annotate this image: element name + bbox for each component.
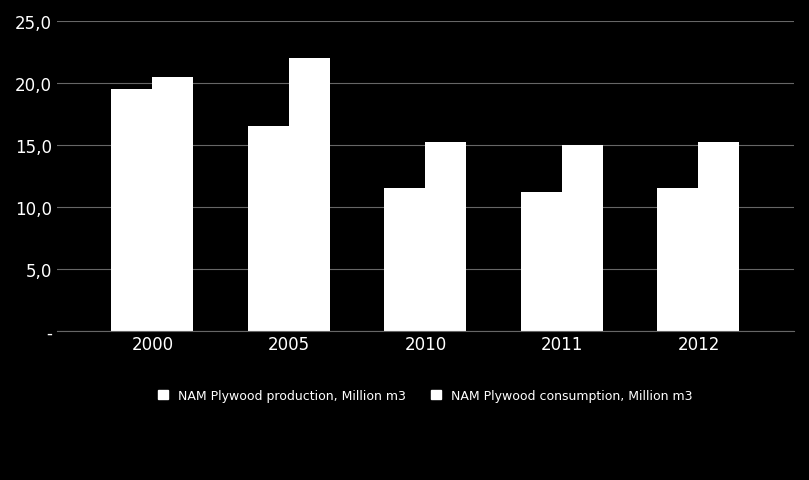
Legend: NAM Plywood production, Million m3, NAM Plywood consumption, Million m3: NAM Plywood production, Million m3, NAM … <box>159 389 693 402</box>
Bar <box>521 192 562 331</box>
Bar <box>248 127 289 331</box>
Bar <box>112 90 152 331</box>
Bar <box>698 143 739 331</box>
Bar <box>289 59 330 331</box>
Bar <box>152 78 193 331</box>
Bar <box>384 189 426 331</box>
Bar <box>562 145 603 331</box>
Bar <box>658 189 698 331</box>
Bar <box>426 143 466 331</box>
